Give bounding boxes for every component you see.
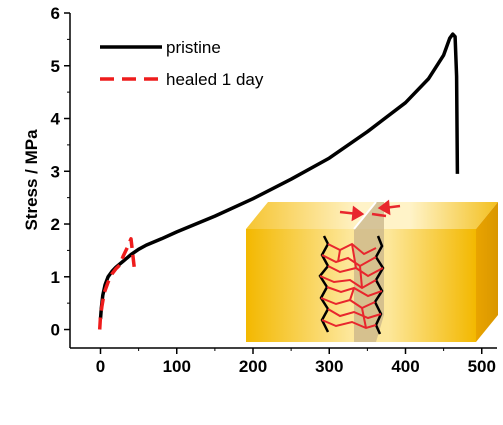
y-tick-label: 2 xyxy=(51,215,60,234)
series-layer xyxy=(97,32,460,330)
y-tick-label: 4 xyxy=(51,110,61,129)
crack-line-right xyxy=(373,235,385,335)
ticks: 0 100 200 300 400 500 0 1 2 3 4 5 6 xyxy=(51,4,496,376)
legend: pristine healed 1 day xyxy=(100,38,264,89)
x-tick-label: 0 xyxy=(96,357,105,376)
y-axis-title: Stress / MPa xyxy=(22,129,41,231)
x-tick-label: 200 xyxy=(239,357,267,376)
x-tick-label: 300 xyxy=(315,357,343,376)
axes xyxy=(69,13,497,349)
series-line-pristine xyxy=(98,32,460,320)
healing-network xyxy=(319,242,384,330)
interface-edge xyxy=(353,201,377,230)
y-tick-label: 6 xyxy=(51,4,60,23)
legend-label-pristine: pristine xyxy=(166,38,221,57)
y-tick-label: 5 xyxy=(51,57,60,76)
crack-line-left xyxy=(318,235,330,333)
series-line-healed xyxy=(97,237,137,330)
x-tick-label: 500 xyxy=(468,357,496,376)
y-tick-label: 1 xyxy=(51,268,60,287)
y-tick-label: 0 xyxy=(51,321,60,340)
compression-arrows xyxy=(339,199,401,222)
x-tick-label: 100 xyxy=(163,357,191,376)
y-tick-label: 3 xyxy=(51,162,60,181)
legend-label-healed: healed 1 day xyxy=(166,70,264,89)
block-side-face xyxy=(476,202,498,342)
x-tick-label: 400 xyxy=(391,357,419,376)
healed-block-illustration xyxy=(246,199,498,342)
